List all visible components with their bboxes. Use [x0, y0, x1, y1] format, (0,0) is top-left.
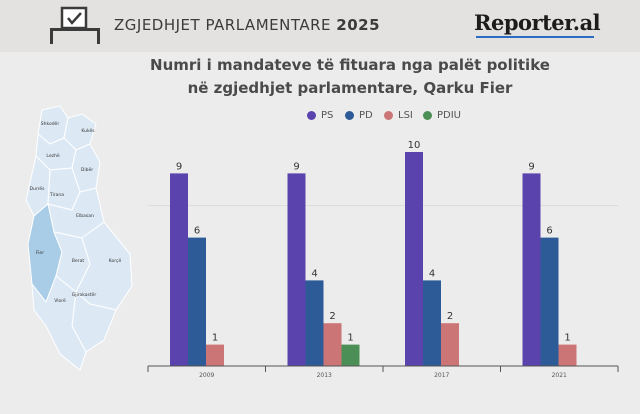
bar-lsi-2021 [558, 344, 577, 366]
albania-map: Shkodër Kukës Lezhë Dibër Durrës Tirana … [25, 105, 133, 371]
logo-underline [476, 36, 594, 38]
bar-ps-2021 [522, 173, 541, 366]
bar-ps-2009 [170, 173, 188, 366]
data-label-pd-2009: 6 [194, 226, 200, 237]
bar-pd-2009 [188, 237, 206, 366]
legend-label-pdiu: PDIU [437, 110, 461, 121]
ballot-box-icon [50, 6, 100, 44]
legend-label-pd: PD [359, 110, 373, 121]
bar-lsi-2017 [441, 323, 459, 366]
legend-item-pdiu: PDIU [423, 110, 461, 121]
map-label-elbasan: Elbasan [76, 213, 94, 219]
legend-item-ps: PS [307, 110, 333, 121]
legend-item-pd: PD [345, 110, 373, 121]
map-label-tirana: Tirana [49, 192, 64, 198]
data-label-ps-2021: 9 [528, 161, 534, 172]
data-label-pd-2021: 6 [546, 226, 552, 237]
map-label-diber: Dibër [81, 167, 93, 173]
map-label-gjirokaster: Gjirokastër [72, 292, 97, 298]
map-label-korce: Korçë [109, 258, 122, 264]
bar-pd-2017 [423, 280, 441, 366]
legend-swatch-lsi [384, 111, 393, 120]
chart-title-line-2: në zgjedhjet parlamentare, Qarku Fier [187, 79, 513, 97]
bar-ps-2013 [287, 173, 306, 366]
bar-pd-2021 [540, 237, 559, 366]
data-label-pdiu-2013: 1 [347, 333, 353, 344]
map-label-durres: Durrës [30, 186, 46, 192]
bar-pd-2013 [305, 280, 324, 366]
data-label-lsi-2009: 1 [212, 333, 218, 344]
legend-label-lsi: LSI [398, 110, 413, 121]
data-label-ps-2017: 10 [408, 140, 421, 151]
map-label-shkoder: Shkodër [41, 121, 60, 127]
bar-lsi-2013 [323, 323, 342, 366]
header-title: ZGJEDHJET PARLAMENTARE 2025 [114, 16, 381, 34]
data-label-pd-2013: 4 [311, 268, 317, 279]
map-regions [25, 105, 133, 371]
map-label-berat: Berat [72, 258, 84, 264]
data-label-ps-2009: 9 [176, 161, 182, 172]
legend-label-ps: PS [321, 110, 334, 121]
bar-lsi-2009 [206, 344, 224, 366]
data-label-lsi-2013: 2 [329, 311, 335, 322]
map-label-lezhe: Lezhë [46, 153, 59, 159]
x-tick-label-2021: 2021 [552, 372, 567, 379]
x-tick-label-2017: 2017 [434, 372, 449, 379]
legend-swatch-pd [345, 111, 354, 120]
region-vlore [31, 275, 87, 371]
chart-title-line-1: Numri i mandateve të fituara nga palët p… [150, 56, 550, 74]
legend-item-lsi: LSI [384, 110, 413, 121]
map-label-kukes: Kukës [81, 128, 95, 134]
map-label-vlore: Vlorë [54, 298, 66, 304]
data-label-lsi-2021: 1 [564, 333, 570, 344]
legend-swatch-ps [307, 111, 316, 120]
data-label-lsi-2017: 2 [447, 311, 453, 322]
map-label-fier: Fier [36, 250, 44, 256]
x-tick-label-2013: 2013 [317, 372, 332, 379]
data-label-pd-2017: 4 [429, 268, 435, 279]
map-labels: Shkodër Kukës Lezhë Dibër Durrës Tirana … [30, 121, 122, 304]
legend-swatch-pdiu [423, 111, 432, 120]
header-bar: ZGJEDHJET PARLAMENTARE 2025 Reporter.al [0, 0, 640, 52]
reporter-logo[interactable]: Reporter.al [474, 10, 601, 35]
bar-pdiu-2013 [341, 344, 360, 366]
chart-title: Numri i mandateve të fituara nga palët p… [100, 54, 600, 100]
data-label-ps-2013: 9 [293, 161, 299, 172]
bar-ps-2017 [405, 152, 423, 366]
x-tick-label-2009: 2009 [199, 372, 214, 379]
